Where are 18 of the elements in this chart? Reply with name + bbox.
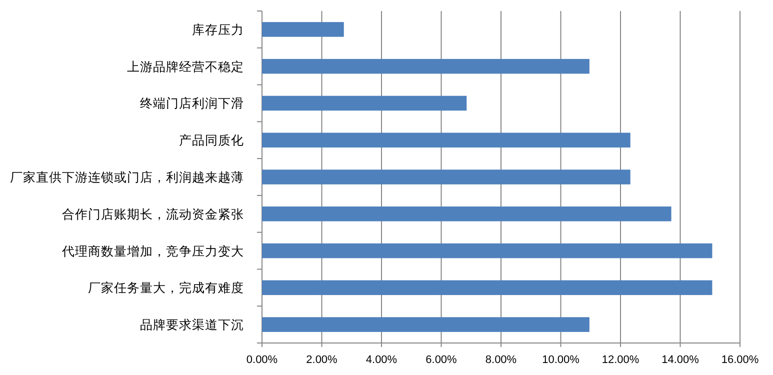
y-tick-label: 品牌要求渠道下沉	[140, 318, 244, 332]
x-tick-label: 0.00%	[246, 354, 278, 366]
y-tick-label: 厂家直供下游连锁或门店，利润越来越薄	[10, 170, 244, 184]
y-tick-label: 厂家任务量大，完成有难度	[88, 280, 244, 296]
x-tick-label: 2.00%	[306, 354, 338, 366]
y-tick-label: 终端门店利润下滑	[140, 96, 244, 111]
y-tick-label: 合作门店账期长，流动资金紧张	[62, 206, 244, 222]
x-tick-label: 14.00%	[662, 354, 700, 366]
x-tick-label: 12.00%	[602, 354, 640, 366]
x-tick-label: 4.00%	[366, 354, 398, 366]
y-tick-label: 产品同质化	[179, 134, 244, 148]
y-tick-label: 库存压力	[192, 22, 244, 37]
x-tick-label: 8.00%	[485, 354, 517, 366]
y-tick-label: 代理商数量增加，竞争压力变大	[61, 244, 244, 258]
x-tick-label: 6.00%	[426, 354, 458, 366]
x-tick-label: 10.00%	[542, 354, 580, 366]
y-tick-label: 上游品牌经营不稳定	[127, 60, 244, 74]
x-tick-label: 16.00%	[721, 354, 759, 366]
